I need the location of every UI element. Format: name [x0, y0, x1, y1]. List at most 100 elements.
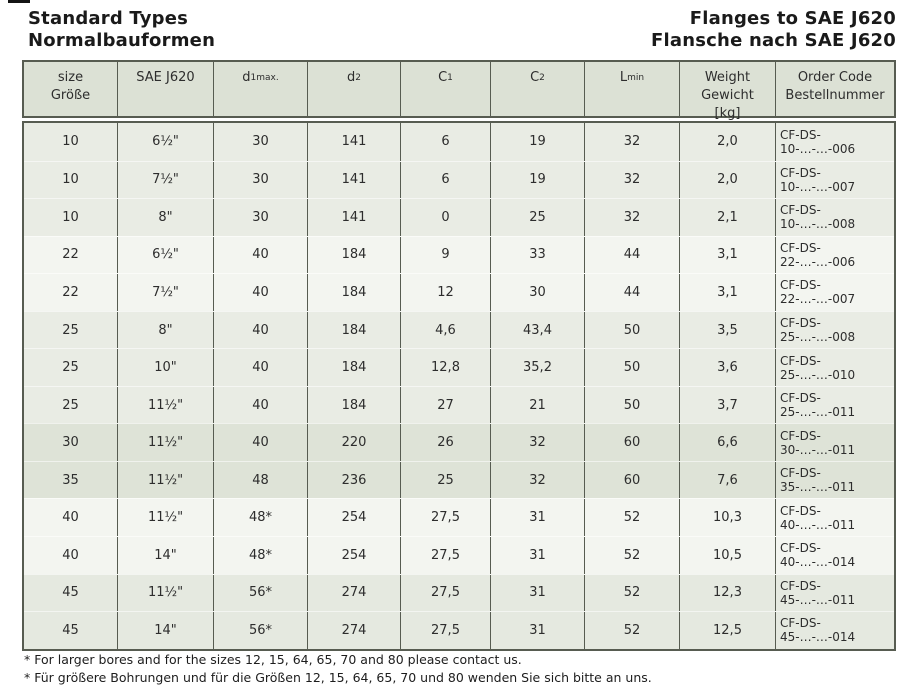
cell-d2: 254	[308, 537, 401, 574]
cell-c2: 32	[491, 424, 585, 461]
table-row: 35 11½" 48 236 25 32 60 7,6 CF-DS-35-…-……	[24, 460, 894, 499]
cell-order-code: CF-DS-10-…-…-006	[780, 127, 856, 156]
cell-order-code: CF-DS-45-…-…-014	[780, 616, 856, 645]
cell-lmin: 50	[585, 311, 680, 349]
cell-d1max: 30	[214, 199, 308, 236]
cell-order-code: CF-DS-45-…-…-011	[780, 578, 856, 607]
cell-weight: 3,7	[680, 386, 776, 424]
cell-size: 25	[24, 311, 118, 349]
cell-sae-j620: 11½"	[118, 574, 214, 612]
table-row: 25 8" 40 184 4,6 43,4 50 3,5 CF-DS-25-…-…	[24, 310, 894, 349]
cell-d1max: 40	[214, 349, 308, 386]
cell-weight: 2,1	[680, 199, 776, 236]
cell-lmin: 52	[585, 612, 680, 649]
cell-d2: 254	[308, 499, 401, 537]
cell-d1max: 48*	[214, 499, 308, 537]
cell-c2: 31	[491, 537, 585, 574]
cell-c1: 0	[401, 199, 491, 236]
cell-lmin: 32	[585, 199, 680, 236]
cell-lmin: 32	[585, 123, 680, 161]
cell-size: 45	[24, 574, 118, 612]
cell-c2: 31	[491, 499, 585, 537]
cell-order-code: CF-DS-40-…-…-014	[780, 541, 856, 570]
cell-sae-j620: 11½"	[118, 461, 214, 499]
cell-lmin: 50	[585, 386, 680, 424]
cell-order-code: CF-DS-22-…-…-006	[780, 240, 856, 269]
cell-c2: 25	[491, 199, 585, 236]
cell-weight: 7,6	[680, 461, 776, 499]
cell-sae-j620: 8"	[118, 311, 214, 349]
cell-d1max: 48	[214, 461, 308, 499]
table-row: 10 6½" 30 141 6 19 32 2,0 CF-DS-10-…-…-0…	[24, 123, 894, 161]
cell-weight: 3,5	[680, 311, 776, 349]
cell-c2: 33	[491, 236, 585, 274]
column-header-d1max: d 1max.	[214, 62, 308, 116]
cell-d2: 141	[308, 123, 401, 161]
cell-lmin: 60	[585, 461, 680, 499]
cell-size: 25	[24, 349, 118, 386]
cell-d2: 184	[308, 311, 401, 349]
cell-c2: 19	[491, 123, 585, 161]
cell-c2: 32	[491, 461, 585, 499]
cell-d2: 236	[308, 461, 401, 499]
page-title-left: Standard Types Normalbauformen	[28, 8, 215, 52]
cell-d2: 141	[308, 161, 401, 199]
cell-d2: 141	[308, 199, 401, 236]
cell-size: 40	[24, 499, 118, 537]
cell-weight: 6,6	[680, 424, 776, 461]
cell-size: 10	[24, 123, 118, 161]
cell-lmin: 44	[585, 274, 680, 311]
cell-lmin: 32	[585, 161, 680, 199]
cell-c1: 25	[401, 461, 491, 499]
cell-weight: 10,3	[680, 499, 776, 537]
table-body: 10 6½" 30 141 6 19 32 2,0 CF-DS-10-…-…-0…	[22, 121, 896, 651]
table-row: 30 11½" 40 220 26 32 60 6,6 CF-DS-30-…-……	[24, 423, 894, 461]
cell-weight: 2,0	[680, 123, 776, 161]
table-row: 10 8" 30 141 0 25 32 2,1 CF-DS-10-…-…-00…	[24, 198, 894, 236]
column-header-order-code: Order Code Bestellnummer	[785, 70, 885, 103]
title-flanges-sae: Flanges to SAE J620	[689, 8, 896, 29]
cell-c1: 4,6	[401, 311, 491, 349]
cell-size: 30	[24, 424, 118, 461]
cell-weight: 12,3	[680, 574, 776, 612]
cell-size: 25	[24, 386, 118, 424]
table-row: 45 11½" 56* 274 27,5 31 52 12,3 CF-DS-45…	[24, 573, 894, 612]
title-normalbauformen: Normalbauformen	[28, 30, 216, 51]
cell-d1max: 48*	[214, 537, 308, 574]
table-row: 10 7½" 30 141 6 19 32 2,0 CF-DS-10-…-…-0…	[24, 160, 894, 199]
table-row: 25 10" 40 184 12,8 35,2 50 3,6 CF-DS-25-…	[24, 348, 894, 386]
cell-c1: 9	[401, 236, 491, 274]
cell-sae-j620: 6½"	[118, 236, 214, 274]
page-header: Standard Types Normalbauformen Flanges t…	[28, 8, 896, 52]
cell-sae-j620: 11½"	[118, 424, 214, 461]
cell-d1max: 40	[214, 386, 308, 424]
table-row: 22 6½" 40 184 9 33 44 3,1 CF-DS-22-…-…-0…	[24, 235, 894, 274]
column-header-sae-j620: SAE J620	[118, 62, 214, 116]
cell-order-code: CF-DS-25-…-…-010	[780, 353, 856, 382]
cell-sae-j620: 8"	[118, 199, 214, 236]
cell-c2: 31	[491, 574, 585, 612]
cell-sae-j620: 11½"	[118, 386, 214, 424]
cell-d2: 220	[308, 424, 401, 461]
cell-sae-j620: 7½"	[118, 274, 214, 311]
cell-order-code: CF-DS-10-…-…-007	[780, 165, 856, 194]
cell-lmin: 50	[585, 349, 680, 386]
cell-d2: 184	[308, 349, 401, 386]
footnotes: * For larger bores and for the sizes 12,…	[24, 651, 652, 687]
top-left-crop-mark	[8, 0, 30, 3]
table-row: 25 11½" 40 184 27 21 50 3,7 CF-DS-25-…-……	[24, 385, 894, 424]
cell-weight: 3,1	[680, 236, 776, 274]
title-standard-types: Standard Types	[28, 8, 189, 29]
cell-weight: 3,1	[680, 274, 776, 311]
cell-order-code: CF-DS-30-…-…-011	[780, 428, 856, 457]
cell-weight: 2,0	[680, 161, 776, 199]
cell-d2: 184	[308, 386, 401, 424]
footnote-german: * Für größere Bohrungen und für die Größ…	[24, 670, 652, 685]
title-flansche-sae: Flansche nach SAE J620	[651, 30, 896, 51]
cell-d1max: 40	[214, 274, 308, 311]
cell-sae-j620: 6½"	[118, 123, 214, 161]
cell-size: 35	[24, 461, 118, 499]
